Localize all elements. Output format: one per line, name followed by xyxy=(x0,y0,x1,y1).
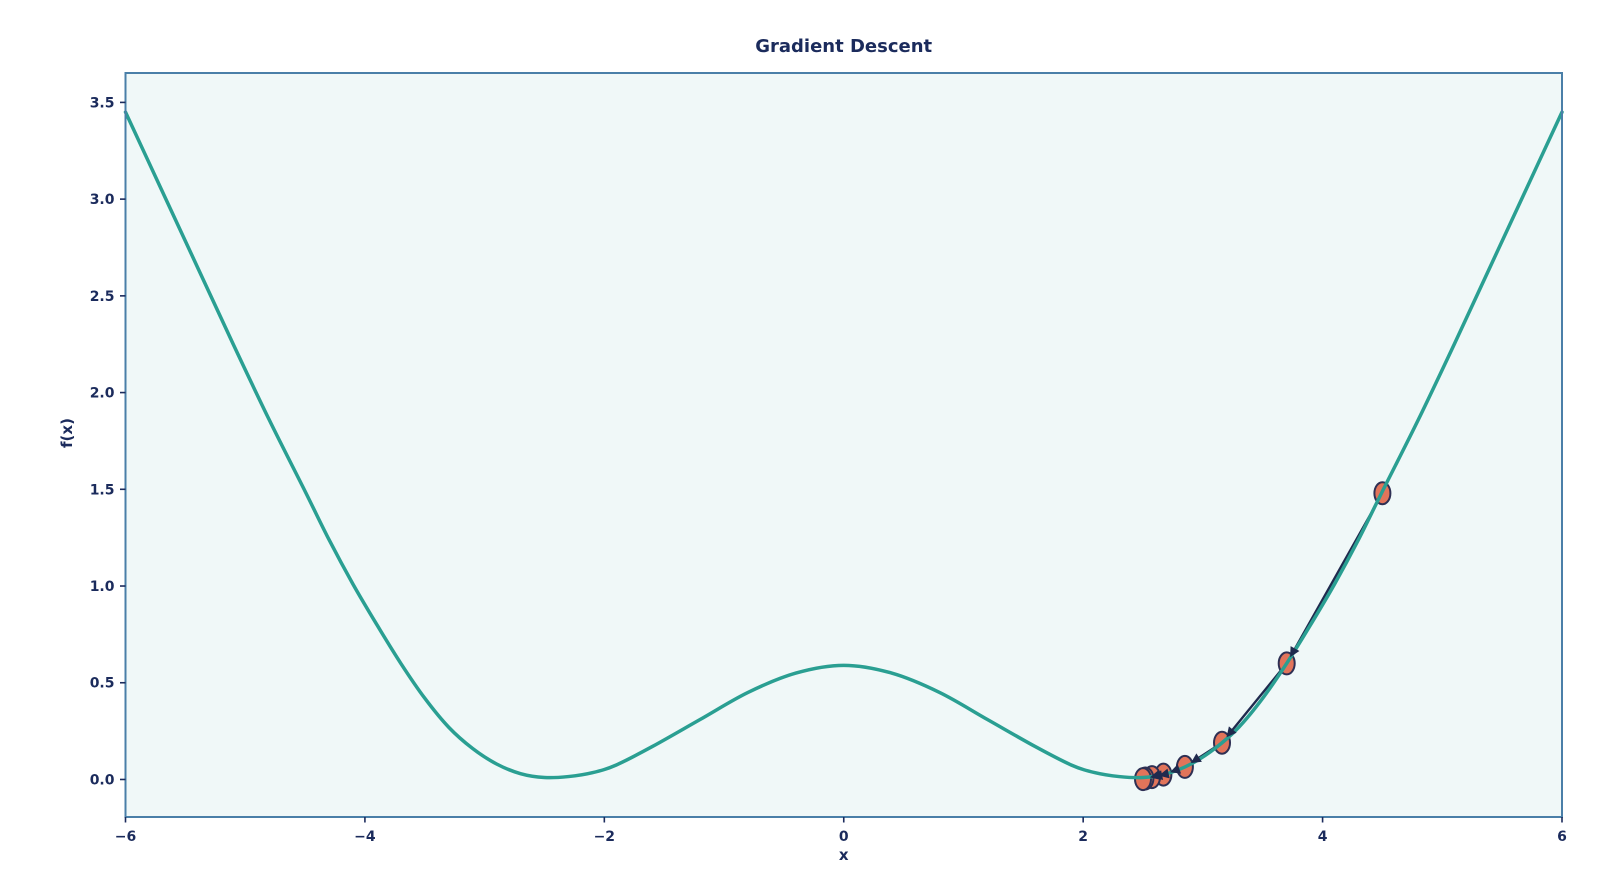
y-tick-label: 3.5 xyxy=(90,95,115,111)
plot-area-background xyxy=(125,73,1562,817)
y-axis-label: f(x) xyxy=(58,418,76,448)
y-tick-label: 3.0 xyxy=(90,192,115,208)
descent-arrowhead-icon xyxy=(1226,726,1237,738)
x-tick-label: 0 xyxy=(839,829,849,845)
descent-arrowheads xyxy=(1149,646,1300,780)
x-tick-label: −6 xyxy=(115,829,136,845)
y-tick-label: 1.5 xyxy=(90,482,115,498)
y-axis-ticks: 0.0 0.5 1.0 1.5 2.0 2.5 3.0 3.5 xyxy=(90,95,126,788)
x-axis-label: x xyxy=(839,846,849,864)
descent-arrowhead-icon xyxy=(1170,764,1182,774)
y-tick-label: 0.0 xyxy=(90,772,115,788)
descent-arrowhead-icon xyxy=(1290,646,1300,658)
x-tick-label: −2 xyxy=(594,829,615,845)
x-tick-label: 2 xyxy=(1078,829,1088,845)
y-tick-label: 2.5 xyxy=(90,289,115,305)
x-tick-label: −4 xyxy=(354,829,376,845)
descent-arrowhead-icon xyxy=(1190,753,1202,764)
y-tick-label: 0.5 xyxy=(90,676,115,692)
x-tick-label: 4 xyxy=(1318,829,1328,845)
y-tick-label: 2.0 xyxy=(90,386,115,402)
y-tick-label: 1.0 xyxy=(90,579,115,595)
chart-title: Gradient Descent xyxy=(755,36,932,57)
objective-function-curve xyxy=(123,110,1564,780)
function-curve-path xyxy=(123,110,1564,780)
descent-arrowhead-icon xyxy=(1149,770,1161,780)
x-axis-ticks: −6 −4 −2 0 2 4 6 xyxy=(115,817,1567,845)
x-tick-label: 6 xyxy=(1557,829,1567,845)
